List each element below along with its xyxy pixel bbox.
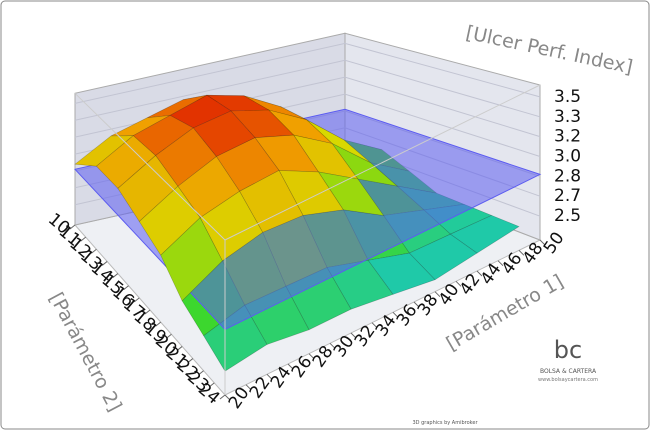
y-tick [123, 285, 129, 291]
logo-name: BOLSA & CARTERA [540, 368, 597, 375]
x-tick [245, 384, 252, 391]
y-tick [166, 333, 172, 339]
y-tick [198, 370, 204, 376]
z-tick-label: 3.5 [554, 87, 581, 107]
y-tick [144, 309, 151, 315]
credit: 3D graphics by Amibroker [412, 420, 478, 426]
scene [69, 32, 546, 401]
surface-cell [160, 217, 223, 302]
grid-line [74, 42, 541, 104]
surface-cell [317, 171, 385, 216]
z-tick-label: 2.7 [554, 186, 581, 206]
z-tick-label: 2.8 [554, 166, 581, 186]
surface-cell [367, 252, 436, 295]
z-tick-label: 2.5 [554, 206, 581, 226]
x-tick [455, 280, 462, 287]
x-tick [539, 239, 546, 246]
y-tick [155, 321, 162, 327]
x-tick [329, 342, 336, 349]
x-tick [308, 353, 315, 360]
x-tick [518, 249, 525, 256]
surface-cell [239, 169, 304, 233]
y-tick [219, 394, 226, 400]
y-tick [91, 248, 97, 254]
x-tick [413, 301, 420, 308]
logo-url: www.bolsaycartera.com [538, 377, 598, 383]
y-tick [112, 273, 119, 278]
y-tick [69, 224, 76, 230]
y-tick [176, 346, 183, 351]
y-tick [80, 236, 87, 242]
x-tick [224, 394, 231, 401]
x-tick [371, 322, 378, 329]
y-tick [208, 382, 215, 388]
x-tick [497, 260, 504, 267]
x-tick [350, 332, 357, 339]
x-tick [287, 363, 294, 370]
logo-mark: bc [554, 336, 582, 364]
z-tick-label: 3.2 [554, 127, 581, 147]
z-tick-label: 3.3 [554, 107, 581, 127]
y-tick [187, 358, 194, 363]
y-tick [133, 297, 140, 303]
z-tick-label: 3.0 [554, 147, 581, 167]
x-tick [434, 291, 441, 298]
x-tick [476, 270, 483, 277]
y-tick [101, 261, 108, 266]
x-tick [392, 311, 399, 318]
grid-line [74, 59, 541, 121]
x-tick [266, 373, 273, 380]
